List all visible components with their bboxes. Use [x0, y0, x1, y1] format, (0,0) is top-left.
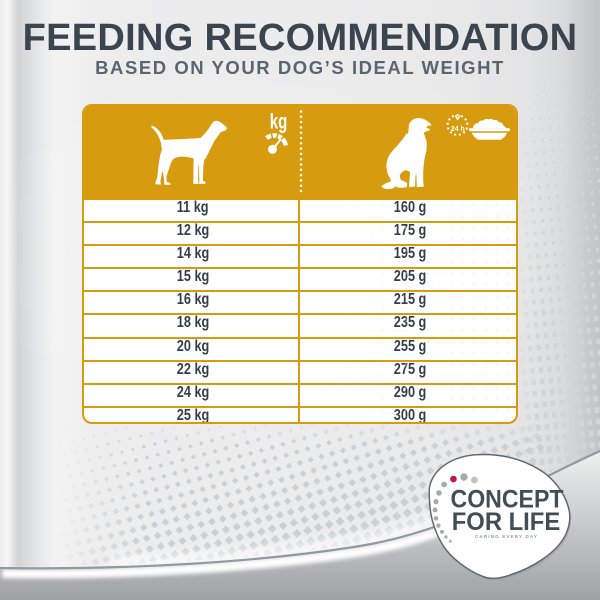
svg-text:CARING EVERY DAY: CARING EVERY DAY [475, 534, 537, 539]
svg-text:CONCEPT: CONCEPT [451, 487, 564, 514]
svg-text:FOR LIFE: FOR LIFE [452, 509, 561, 536]
svg-text:24 h: 24 h [451, 126, 465, 133]
svg-text:kg: kg [270, 110, 288, 133]
